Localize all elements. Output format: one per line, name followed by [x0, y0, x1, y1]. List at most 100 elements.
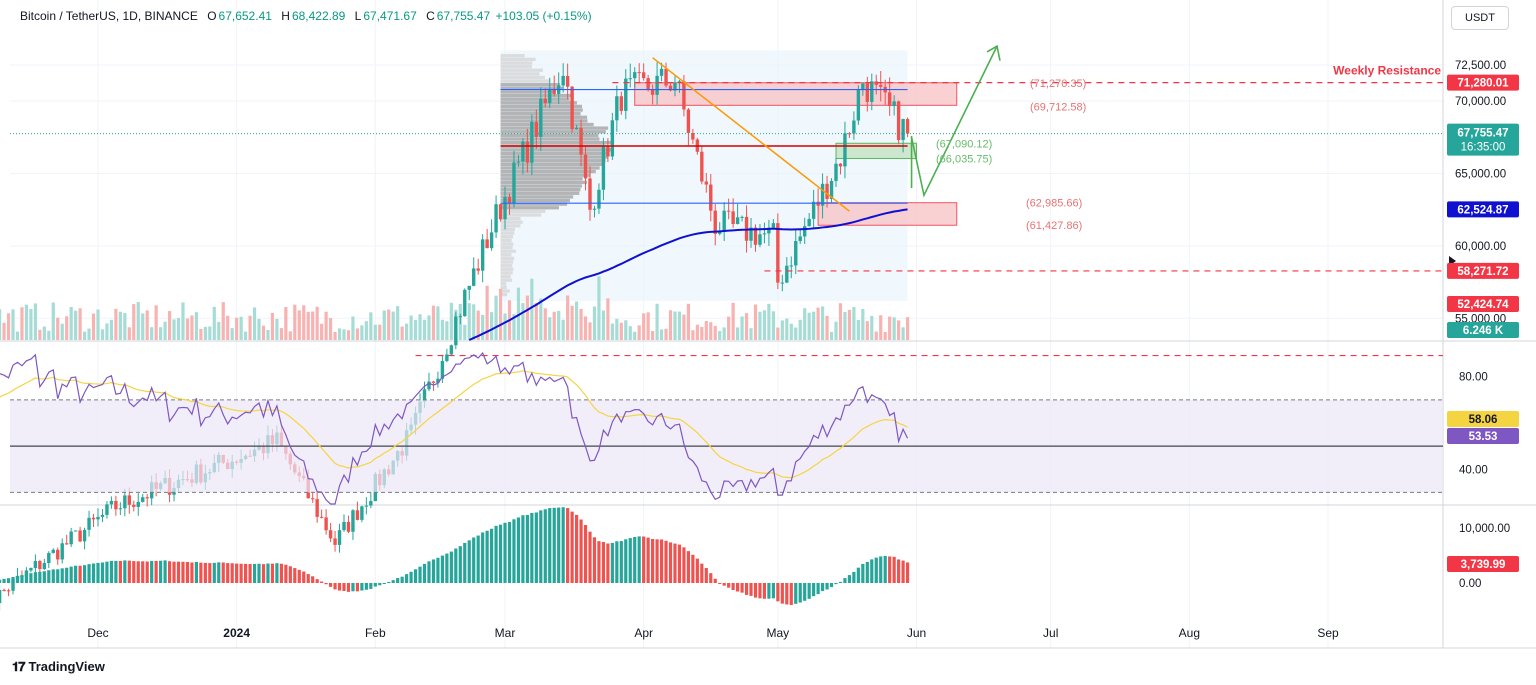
candle-body — [534, 121, 539, 137]
candle-body — [552, 88, 556, 94]
x-tick-label: Jul — [1043, 626, 1058, 640]
volume-bar — [109, 319, 114, 340]
histogram-bar — [181, 561, 185, 583]
candle-body — [664, 68, 668, 86]
volume-bar — [239, 316, 243, 340]
candle-body — [713, 210, 717, 234]
profile-row — [500, 202, 568, 206]
candle-body — [691, 132, 695, 140]
volume-bar — [181, 302, 185, 340]
profile-row — [500, 256, 515, 261]
histogram-bar — [123, 560, 127, 583]
volume-bar — [42, 326, 46, 340]
candle-body — [109, 500, 114, 505]
histogram-bar — [633, 536, 637, 583]
volume-bar — [856, 319, 860, 340]
x-tick-label: May — [767, 626, 790, 640]
volume-bar — [767, 303, 771, 340]
volume-bar — [539, 298, 543, 340]
profile-row — [500, 61, 533, 65]
volume-bar — [512, 314, 516, 340]
histogram-bar — [668, 542, 673, 583]
profile-row — [500, 191, 580, 195]
histogram-bar — [713, 578, 717, 583]
zone-label: (67,090.12) — [936, 138, 992, 150]
histogram-bar — [29, 573, 33, 583]
histogram-bar — [127, 560, 131, 583]
profile-row — [500, 285, 507, 290]
profile-row — [500, 253, 512, 257]
volume-bar — [677, 311, 682, 340]
candle-body — [91, 517, 96, 520]
tradingview-logo-icon: 𝟏𝟕 — [12, 659, 26, 674]
candle-body — [659, 68, 664, 76]
histogram-bar — [409, 571, 413, 583]
candle-body — [870, 81, 874, 102]
symbol-title[interactable]: Bitcoin / TetherUS, 1D, BINANCE — [20, 9, 198, 23]
candle-body — [735, 217, 740, 224]
volume-bar — [566, 295, 570, 340]
profile-row — [500, 119, 588, 123]
candle-body — [592, 208, 597, 210]
profile-row — [500, 188, 581, 192]
volume-bar — [230, 328, 234, 340]
candle-body — [852, 120, 856, 134]
histogram-bar — [588, 531, 592, 583]
volume-bar — [47, 330, 51, 340]
histogram-bar — [736, 583, 740, 592]
volume-bar — [342, 329, 346, 340]
histogram-bar — [905, 562, 910, 583]
profile-row — [500, 140, 613, 145]
volume-bar — [176, 318, 181, 340]
histogram-bar — [552, 507, 556, 583]
x-tick-label: Apr — [634, 626, 653, 640]
volume-bar — [825, 315, 829, 340]
trend-line — [652, 57, 850, 212]
tradingview-brand[interactable]: 𝟏𝟕 TradingView — [12, 659, 105, 674]
volume-bar — [624, 320, 628, 340]
histogram-bar — [11, 577, 15, 583]
volume-bar — [534, 302, 538, 340]
histogram-bar — [874, 557, 878, 583]
volume-bar — [159, 327, 163, 340]
volume-bar — [552, 311, 556, 340]
volume-bar — [257, 318, 261, 340]
histogram-bar — [691, 554, 695, 583]
volume-bar — [127, 327, 131, 340]
candle-body — [114, 500, 118, 510]
zone-label: (69,712.58) — [1030, 101, 1086, 113]
volume-value-label: 6.246 K — [1463, 325, 1504, 337]
x-tick-label: Mar — [495, 626, 516, 640]
volume-bar — [780, 320, 784, 340]
volume-bar — [38, 329, 42, 340]
candle-body — [315, 499, 319, 517]
candle-body — [619, 96, 624, 111]
volume-bar — [619, 322, 623, 340]
candle-body — [6, 590, 11, 592]
candle-body — [789, 265, 793, 267]
histogram-bar — [20, 575, 24, 583]
profile-row — [500, 68, 543, 72]
volume-bar — [659, 329, 664, 340]
volume-bar — [574, 301, 579, 340]
histogram-bar — [208, 563, 212, 583]
candle-body — [64, 543, 69, 545]
profile-row — [500, 216, 521, 221]
volume-bar — [816, 307, 820, 340]
volume-bar — [252, 307, 257, 340]
volume-bar — [847, 309, 852, 340]
histogram-bar — [803, 583, 807, 601]
volume-bar — [704, 321, 708, 340]
volume-bar — [727, 316, 731, 340]
histogram-bar — [704, 568, 708, 583]
histogram-bar — [722, 583, 726, 586]
currency-button[interactable]: USDT — [1451, 6, 1509, 30]
candle-body — [655, 75, 659, 95]
ema-line — [468, 208, 908, 341]
histogram-bar — [579, 519, 583, 583]
profile-row — [500, 242, 514, 246]
histogram-bar — [436, 557, 440, 583]
histogram-bar — [870, 559, 874, 583]
volume-bar — [879, 315, 883, 340]
